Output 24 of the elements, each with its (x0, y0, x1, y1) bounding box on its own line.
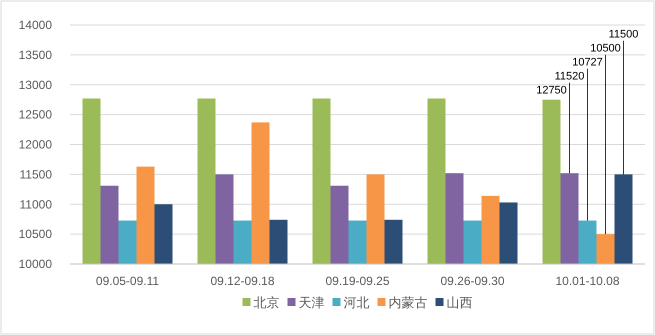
y-tick-label: 13000 (18, 78, 52, 92)
legend-label: 山西 (446, 295, 472, 310)
y-tick-label: 11500 (20, 167, 52, 182)
data-label: 10727 (572, 56, 603, 69)
data-label: 10500 (590, 42, 621, 55)
legend-label: 北京 (254, 295, 280, 310)
y-tick-label: 11000 (20, 197, 52, 212)
x-tick-label: 09.12-09.18 (210, 274, 275, 288)
data-label: 12750 (536, 84, 567, 97)
y-tick-label: 10500 (18, 227, 52, 242)
x-tick-label: 09.05-09.11 (96, 274, 160, 288)
legend-label: 天津 (298, 295, 324, 310)
legend-label: 河北 (344, 295, 370, 310)
y-tick-label: 12000 (18, 138, 52, 152)
data-label: 11500 (608, 28, 638, 41)
x-tick-label: 10.01-10.08 (555, 274, 620, 288)
data-label: 11520 (554, 70, 584, 83)
y-tick-label: 14000 (18, 18, 52, 32)
x-tick-label: 09.19-09.25 (325, 274, 390, 288)
legend-label: 内蒙古 (388, 295, 428, 310)
y-tick-label: 12500 (18, 108, 52, 122)
y-tick-label: 10000 (18, 257, 52, 271)
y-tick-label: 13500 (18, 48, 52, 62)
x-tick-label: 09.26-09.30 (440, 274, 505, 288)
